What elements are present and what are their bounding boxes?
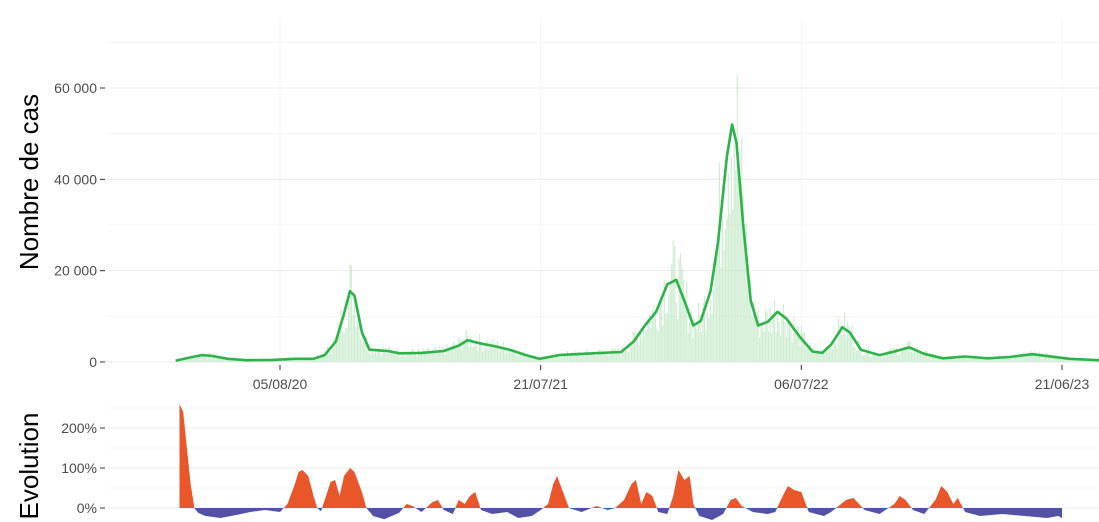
cases-y-tick-label: 40 000 xyxy=(54,171,97,187)
cases-x-tick-label: 05/08/20 xyxy=(253,376,308,392)
daily-case-bars xyxy=(175,74,1099,362)
evolution-y-tick-label: 200% xyxy=(61,420,97,436)
evolution-y-tick-label: 100% xyxy=(61,460,97,476)
cases-y-tick-label: 0 xyxy=(89,354,97,370)
cases-x-tick-label: 06/07/22 xyxy=(774,376,829,392)
evolution-y-ticks: 0% 100% 200% xyxy=(61,420,105,516)
smoothed-case-line xyxy=(175,123,1099,362)
evolution-y-tick-label: 0% xyxy=(77,500,97,516)
cases-panel: 0 20 000 40 000 60 000 05/08/20 21/07/21 06/0… xyxy=(54,20,1099,392)
cases-y-tick-label: 60 000 xyxy=(54,80,97,96)
evolution-positive-area xyxy=(179,404,1062,508)
cases-gridlines xyxy=(108,20,1099,370)
evolution-panel: 0% 100% 200% xyxy=(61,404,1099,520)
evolution-gridlines xyxy=(108,407,1099,509)
cases-y-axis-label: Nombre de cas xyxy=(14,94,44,270)
cases-x-ticks: 05/08/20 21/07/21 06/07/22 21/06/23 xyxy=(253,365,1090,392)
cases-y-tick-label: 20 000 xyxy=(54,263,97,279)
evolution-y-axis-label: Evolution xyxy=(14,413,44,520)
evolution-negative-area xyxy=(179,508,1062,520)
cases-y-ticks: 0 20 000 40 000 60 000 xyxy=(54,80,105,370)
cases-x-tick-label: 21/06/23 xyxy=(1035,376,1090,392)
cases-x-tick-label: 21/07/21 xyxy=(513,376,568,392)
